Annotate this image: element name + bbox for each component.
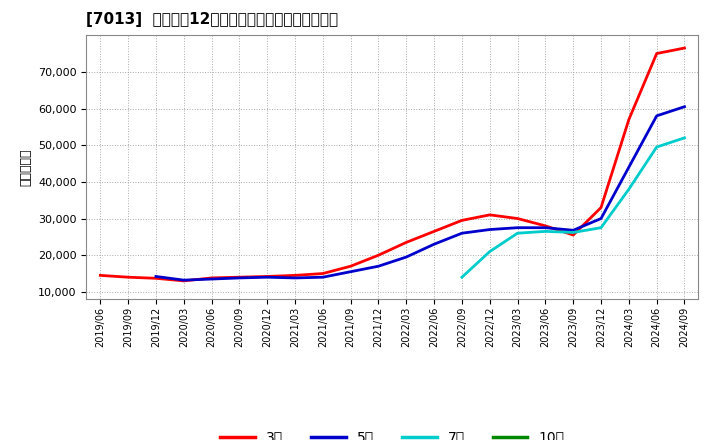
- Text: [7013]  経常利益12か月移動合計の標準偏差の推移: [7013] 経常利益12か月移動合計の標準偏差の推移: [86, 12, 338, 27]
- Y-axis label: （百万円）: （百万円）: [19, 148, 32, 186]
- Legend: 3年, 5年, 7年, 10年: 3年, 5年, 7年, 10年: [215, 425, 570, 440]
